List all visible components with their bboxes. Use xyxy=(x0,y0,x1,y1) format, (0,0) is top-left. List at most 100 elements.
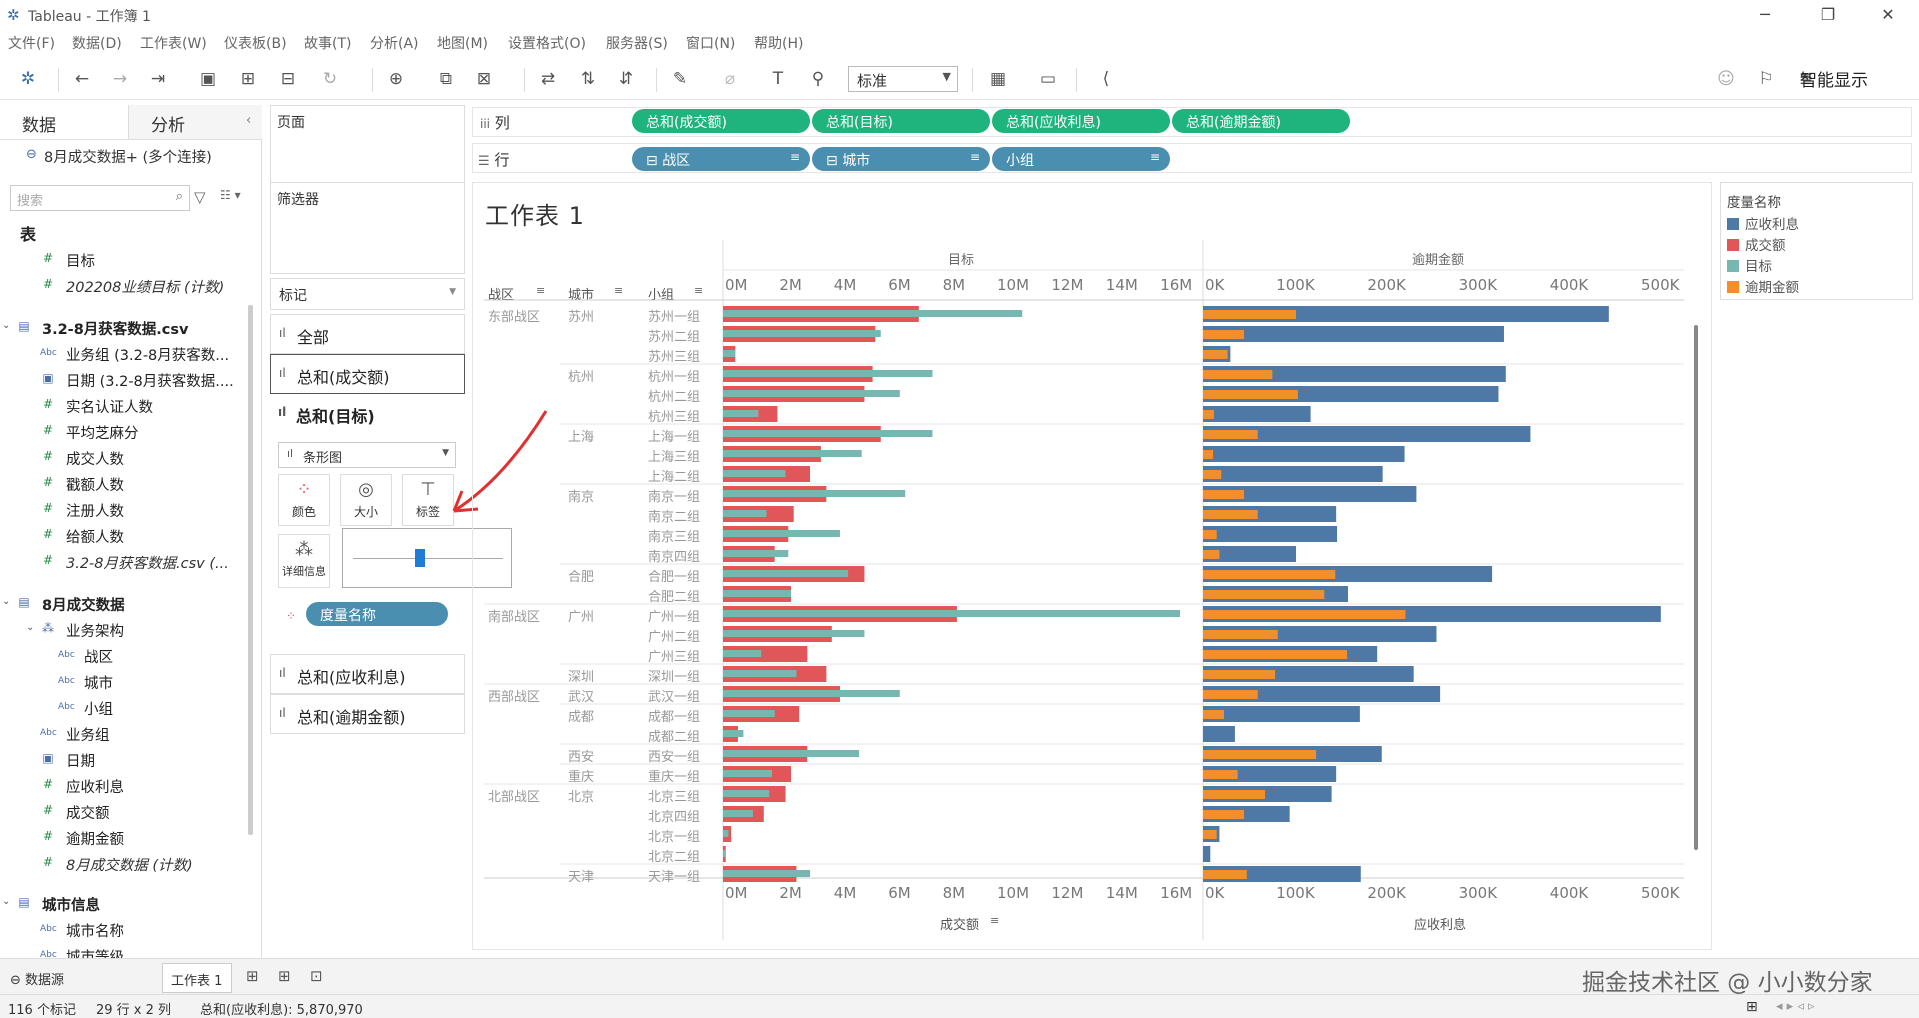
smart-show-button[interactable]: 智能显示 xyxy=(1800,71,1868,91)
pages-shelf[interactable]: 页面 xyxy=(270,105,465,187)
row-label-group[interactable]: 深圳一组 xyxy=(648,670,701,685)
menu-server[interactable]: 服务器(S) xyxy=(606,36,668,52)
tableau-home-icon[interactable]: ✲ xyxy=(20,69,36,89)
field-item[interactable]: # 平均芝麻分 xyxy=(0,422,246,447)
row-label-city[interactable]: 天津 xyxy=(568,870,595,885)
row-label-group[interactable]: 南京一组 xyxy=(648,490,701,505)
pause-updates-icon[interactable]: ⊟ xyxy=(280,69,296,89)
row-label-group[interactable]: 南京二组 xyxy=(648,510,701,525)
row-label-group[interactable]: 杭州一组 xyxy=(648,370,701,385)
scrollbar[interactable] xyxy=(248,305,253,835)
datasource-tab[interactable]: ⊖ 数据源 xyxy=(10,973,65,988)
field-item[interactable]: Abc 业务组 (3.2-8月获客数... xyxy=(0,344,246,369)
field-item[interactable]: # 给额人数 xyxy=(0,526,246,551)
new-dashboard-icon[interactable]: ⊞ xyxy=(278,967,291,985)
connection-name[interactable]: 8月成交数据+ (多个连接) xyxy=(44,150,212,166)
row-label-city[interactable]: 广州 xyxy=(568,610,595,625)
sort-asc-icon[interactable]: ⇅ xyxy=(580,69,596,89)
menu-file[interactable]: 文件(F) xyxy=(8,36,55,52)
tab-analysis[interactable]: 分析 xyxy=(128,105,262,139)
row-pill-zone[interactable]: ⊟ 战区 ≡ xyxy=(632,147,810,171)
marks-sum-deal[interactable]: ıl 总和(成交额) xyxy=(270,354,465,394)
menu-dashboard[interactable]: 仪表板(B) xyxy=(224,36,287,52)
collapse-pane-icon[interactable]: ‹ xyxy=(246,113,252,128)
undo-icon[interactable]: ← xyxy=(74,69,90,89)
color-button[interactable]: ⁘ 颜色 xyxy=(278,474,330,526)
detail-button[interactable]: ⁂ 详细信息 xyxy=(278,534,330,588)
marks-sum-overdue[interactable]: ıl 总和(逾期金额) xyxy=(270,694,465,734)
filters-shelf[interactable]: 筛选器 xyxy=(270,182,465,274)
row-label-group[interactable]: 北京四组 xyxy=(648,810,701,825)
row-label-group[interactable]: 上海三组 xyxy=(648,450,701,465)
owl-icon[interactable]: ☺ xyxy=(1717,69,1735,89)
row-label-group[interactable]: 重庆一组 xyxy=(648,770,701,785)
row-label-group[interactable]: 北京三组 xyxy=(648,790,701,805)
expand-icon[interactable]: ⌄ xyxy=(2,896,11,907)
row-label-group[interactable]: 武汉一组 xyxy=(648,690,701,705)
sort-icon[interactable]: ≡ xyxy=(536,284,546,297)
row-label-group[interactable]: 杭州三组 xyxy=(648,410,701,425)
menu-data[interactable]: 数据(D) xyxy=(72,36,122,52)
expand-icon[interactable]: ⌄ xyxy=(26,622,35,633)
field-item[interactable]: # 戳额人数 xyxy=(0,474,246,499)
field-item[interactable]: # 应收利息 xyxy=(0,776,246,801)
expand-icon[interactable]: ⌄ xyxy=(2,320,11,331)
clear-sheet-icon[interactable]: ⊠ xyxy=(476,69,492,89)
refresh-icon[interactable]: ↻ xyxy=(322,69,338,89)
field-item[interactable]: # 成交额 xyxy=(0,802,246,827)
row-label-group[interactable]: 成都一组 xyxy=(648,710,701,725)
row-label-city[interactable]: 南京 xyxy=(568,490,595,505)
row-label-group[interactable]: 天津一组 xyxy=(648,870,701,885)
row-label-city[interactable]: 合肥 xyxy=(568,570,595,585)
row-label-zone[interactable]: 东部战区 xyxy=(488,310,541,325)
field-item[interactable]: ▣ 日期 xyxy=(0,750,246,775)
marks-all[interactable]: ıl 全部 xyxy=(270,314,465,354)
field-item[interactable]: # 注册人数 xyxy=(0,500,246,525)
field-item[interactable]: #202208业绩目标 (计数) xyxy=(0,276,246,301)
group-icon[interactable]: ⌀ xyxy=(724,69,736,89)
menu-format[interactable]: 设置格式(O) xyxy=(508,36,586,52)
field-item[interactable]: ⌄ ▤ 8月成交数据 xyxy=(0,594,246,619)
new-worksheet-icon[interactable]: ⊕ xyxy=(388,69,404,89)
field-item[interactable]: #8月成交数据 (计数) xyxy=(0,854,246,879)
row-label-city[interactable]: 武汉 xyxy=(568,690,595,705)
row-label-group[interactable]: 苏州二组 xyxy=(648,330,701,345)
save-icon[interactable]: ▣ xyxy=(199,69,217,89)
row-label-group[interactable]: 苏州三组 xyxy=(648,350,701,365)
new-datasource-icon[interactable]: ⊞ xyxy=(240,69,256,89)
row-label-city[interactable]: 杭州 xyxy=(568,370,595,385)
field-item[interactable]: #3.2-8月获客数据.csv (... xyxy=(0,552,246,577)
sort-icon[interactable]: ≡ xyxy=(990,914,1000,927)
column-pill-interest[interactable]: 总和(应收利息) xyxy=(992,109,1170,133)
row-label-group[interactable]: 北京二组 xyxy=(648,850,701,865)
row-pill-group[interactable]: 小组 ≡ xyxy=(992,147,1170,171)
row-label-group[interactable]: 广州二组 xyxy=(648,630,701,645)
field-item[interactable]: ⌄ ⁂ 业务架构 xyxy=(0,620,246,645)
show-cards-icon[interactable]: ▦ xyxy=(989,69,1007,89)
minimize-icon[interactable]: ─ xyxy=(1760,5,1770,24)
measure-names-pill[interactable]: 度量名称 xyxy=(306,602,448,626)
menu-analysis[interactable]: 分析(A) xyxy=(370,36,419,52)
replay-icon[interactable]: ⇥ xyxy=(150,69,166,89)
field-item[interactable]: Abc 小组 xyxy=(0,698,246,723)
col-header-city[interactable]: 城市 xyxy=(568,288,595,303)
menu-help[interactable]: 帮助(H) xyxy=(754,36,804,52)
field-item[interactable]: # 成交人数 xyxy=(0,448,246,473)
marks-sum-target[interactable]: ıl 总和(目标) xyxy=(278,405,375,426)
row-label-zone[interactable]: 西部战区 xyxy=(488,690,541,705)
view-options-icon[interactable]: ☷ ▾ xyxy=(220,188,241,202)
sort-icon[interactable]: ≡ xyxy=(614,284,624,297)
tooltip-icon[interactable]: ⚐ xyxy=(1758,69,1774,89)
row-label-city[interactable]: 苏州 xyxy=(568,310,595,325)
sort-desc-icon[interactable]: ⇵ xyxy=(618,69,634,89)
row-label-group[interactable]: 广州三组 xyxy=(648,650,701,665)
field-item[interactable]: # 逾期金额 xyxy=(0,828,246,853)
search-input[interactable]: 搜索 ⌕ xyxy=(10,185,190,211)
menu-worksheet[interactable]: 工作表(W) xyxy=(140,36,207,52)
fit-select[interactable]: 标准 ▼ xyxy=(848,66,958,92)
swap-icon[interactable]: ⇄ xyxy=(540,69,556,89)
field-item[interactable]: ⌄ ▤ 3.2-8月获客数据.csv xyxy=(0,318,246,343)
legend-item[interactable]: 成交额 xyxy=(1727,234,1786,254)
scrollbar[interactable] xyxy=(1694,325,1698,850)
row-label-group[interactable]: 南京四组 xyxy=(648,550,701,565)
